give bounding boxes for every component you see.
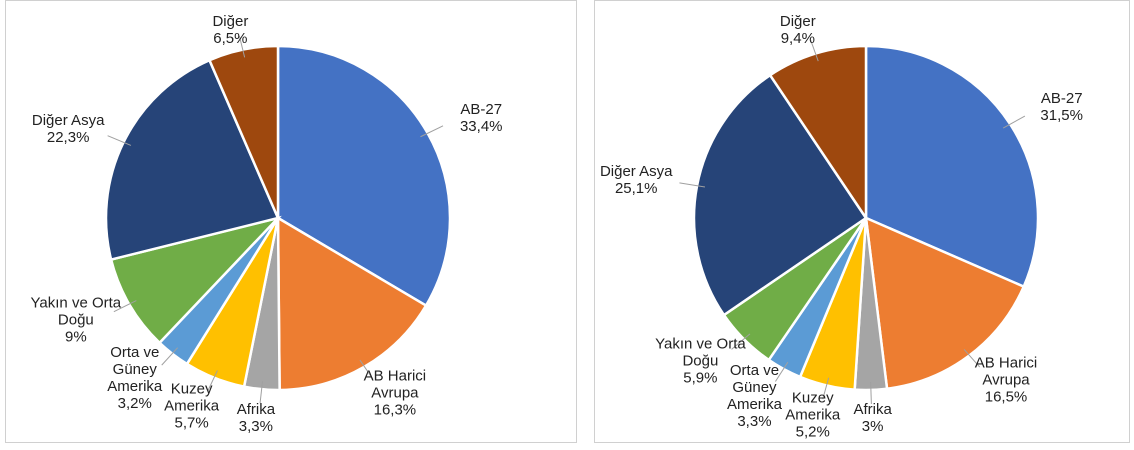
leader-line: [107, 135, 132, 146]
slice-label: AB-27 33,4%: [433, 101, 529, 135]
pie-slice: [109, 215, 282, 345]
leader-line: [161, 347, 179, 366]
leader-line: [238, 35, 246, 58]
category-label: Afrika: [236, 401, 276, 418]
chart-panel: [594, 0, 1130, 443]
leader-line: [775, 361, 789, 382]
slice-label: Orta ve Güney Amerika 3,3%: [706, 362, 802, 430]
chart-panel: [5, 0, 577, 443]
category-label: Yakın ve Orta Doğu: [655, 335, 746, 370]
value-label: 3,3%: [238, 418, 273, 435]
value-label: 22,3%: [46, 128, 90, 146]
slice-label: AB Harici Avrupa 16,3%: [347, 367, 443, 418]
leader-line: [822, 377, 830, 400]
value-label: 31,5%: [1040, 107, 1083, 125]
category-label: Kuzey Amerika: [785, 389, 841, 424]
slice-label: Kuzey Amerika 5,7%: [144, 380, 240, 431]
value-label: 6,5%: [213, 30, 248, 47]
slice-label: Kuzey Amerika 5,2%: [765, 389, 861, 440]
category-label: Kuzey Amerika: [164, 380, 220, 415]
slice-label: Orta ve Güney Amerika 3,2%: [87, 344, 183, 412]
category-label: Orta ve Güney Amerika: [107, 343, 163, 395]
slice-label: Afrika 3%: [825, 401, 921, 435]
category-label: AB-27: [1040, 90, 1083, 108]
category-label: Diğer: [779, 13, 816, 30]
leader-line: [207, 370, 218, 392]
category-label: AB Harici Avrupa: [363, 367, 427, 402]
pie-slice: [276, 215, 428, 392]
slice-label: Diğer 9,4%: [750, 13, 846, 47]
value-label: 5,7%: [174, 414, 209, 432]
pie-slice: [276, 44, 452, 308]
leader-line: [810, 39, 819, 62]
slice-label: Diğer 6,5%: [182, 13, 278, 47]
leader-line: [870, 381, 872, 404]
value-label: 16,3%: [373, 401, 417, 419]
category-label: Diğer Asya: [31, 111, 105, 129]
slice-label: Yakın ve Orta Doğu 9%: [28, 294, 124, 345]
category-label: Diğer: [212, 13, 249, 30]
category-label: Diğer Asya: [599, 162, 673, 180]
slice-label: Yakın ve Orta Doğu 5,9%: [652, 335, 748, 386]
leader-line: [113, 300, 137, 313]
value-label: 5,2%: [795, 423, 830, 441]
value-label: 33,4%: [459, 117, 503, 135]
value-label: 5,9%: [683, 369, 718, 387]
value-label: 3%: [861, 418, 884, 435]
value-label: 3,2%: [117, 394, 152, 412]
slice-label: AB Harici Avrupa 16,5%: [958, 354, 1054, 405]
pie-slice: [864, 215, 1026, 391]
value-label: 9%: [64, 328, 87, 346]
value-label: 9,4%: [780, 30, 815, 47]
slice-label: Diğer Asya 22,3%: [20, 112, 116, 146]
slice-label: Afrika 3,3%: [208, 401, 304, 435]
value-label: 16,5%: [984, 388, 1028, 406]
leader-line: [963, 349, 981, 368]
leader-line: [420, 125, 444, 138]
leader-line: [731, 333, 751, 350]
slice-label: Diğer Asya 25,1%: [588, 163, 684, 197]
value-label: 25,1%: [614, 179, 658, 197]
leader-line: [679, 182, 706, 188]
leader-line: [359, 359, 374, 380]
category-label: Yakın ve Orta Doğu: [30, 294, 122, 329]
category-label: Afrika: [853, 401, 892, 418]
category-label: Orta ve Güney Amerika: [726, 361, 782, 413]
slice-label: AB-27 31,5%: [1014, 90, 1110, 124]
leader-line: [259, 381, 264, 404]
leader-line: [1002, 115, 1026, 129]
value-label: 3,3%: [737, 412, 772, 430]
pie-slice: [864, 44, 1040, 289]
category-label: AB Harici Avrupa: [974, 354, 1038, 389]
category-label: AB-27: [460, 100, 503, 118]
